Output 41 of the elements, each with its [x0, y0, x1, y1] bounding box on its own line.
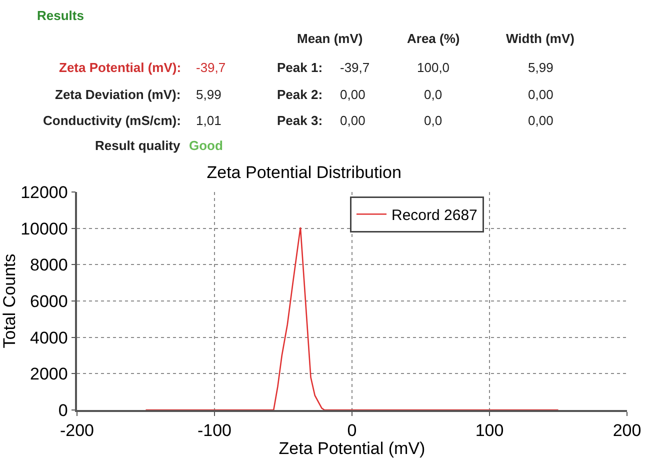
text: Conductivity (mS/cm): [43, 113, 181, 128]
y-tick-label: 2000 [30, 364, 68, 384]
text: 1,01 [196, 113, 222, 128]
y-axis-title: Total Counts [0, 254, 19, 348]
text: -39,7 [196, 60, 226, 75]
x-tick-label: -200 [60, 421, 94, 440]
text: 0,00 [340, 87, 366, 102]
text: Peak 3: [277, 113, 323, 128]
y-tick-label: 4000 [30, 328, 68, 348]
text: Area (%) [407, 31, 460, 46]
y-tick-label: 10000 [20, 219, 68, 238]
y-tick-label: 6000 [30, 292, 68, 311]
text: -39,7 [340, 60, 370, 75]
text: Peak 2: [277, 87, 323, 102]
text: Zeta Potential (mV): [59, 60, 182, 75]
text: 0,00 [528, 113, 554, 128]
y-tick-label: 0 [58, 400, 68, 420]
text: Peak 1: [277, 60, 323, 75]
text: Result quality [95, 138, 182, 153]
chart-title: Zeta Potential Distribution [206, 162, 402, 182]
text: 0,00 [340, 113, 366, 128]
text: Good [189, 138, 223, 153]
line-series [145, 226, 559, 410]
y-tick-label: 12000 [20, 182, 68, 202]
x-tick-label: 200 [612, 421, 642, 440]
text: Zeta Deviation (mV): [55, 87, 181, 102]
y-tick-label: 8000 [30, 256, 68, 275]
text: 0,0 [424, 87, 442, 102]
text: 5,99 [196, 87, 222, 102]
x-tick-label: 100 [475, 421, 504, 440]
x-axis-title: Zeta Potential (mV) [278, 439, 426, 458]
text: 0,0 [424, 113, 442, 128]
text: Results [37, 8, 84, 23]
legend-label: Record 2687 [392, 206, 478, 224]
text: 0,00 [528, 87, 554, 102]
x-tick-label: -100 [197, 421, 232, 440]
text: 100,0 [417, 60, 450, 75]
x-tick-label: 0 [347, 421, 357, 440]
text: Width (mV) [506, 31, 574, 46]
text: Mean (mV) [297, 31, 363, 46]
text: 5,99 [528, 60, 554, 75]
